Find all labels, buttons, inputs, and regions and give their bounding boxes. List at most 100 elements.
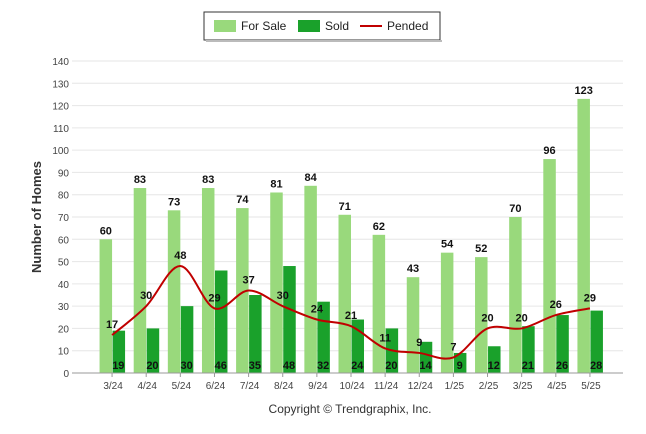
data-label-pended: 9 <box>416 337 422 349</box>
legend-shadow <box>206 40 442 42</box>
x-tick-label: 5/25 <box>581 381 601 392</box>
bar-sold <box>112 330 126 373</box>
y-tick-label: 110 <box>53 124 69 135</box>
data-label-for-sale: 62 <box>373 221 385 233</box>
y-tick-label: 130 <box>52 79 69 90</box>
x-tick-label: 11/24 <box>374 381 399 392</box>
x-tick-label: 4/25 <box>547 381 567 392</box>
bar-sold <box>249 295 262 373</box>
data-label-for-sale: 73 <box>168 196 180 208</box>
y-tick-label: 60 <box>58 235 70 246</box>
data-label-pended: 29 <box>584 292 596 304</box>
legend-label-sold: Sold <box>325 19 349 33</box>
y-tick-label: 10 <box>58 347 70 358</box>
bar-for-sale <box>270 192 283 373</box>
pended-line <box>111 265 591 360</box>
data-label-sold: 35 <box>249 360 261 372</box>
bar-for-sale <box>475 257 488 373</box>
bar-for-sale <box>236 208 249 373</box>
y-tick-label: 80 <box>58 191 70 202</box>
y-tick-label: 50 <box>58 258 70 269</box>
x-tick-label: 9/24 <box>308 381 328 392</box>
data-label-for-sale: 96 <box>543 145 555 157</box>
x-tick-label: 8/24 <box>274 381 294 392</box>
y-tick-label: 40 <box>58 280 70 291</box>
bar-for-sale <box>133 188 147 373</box>
data-label-pended: 30 <box>140 290 152 302</box>
data-label-sold: 30 <box>180 360 192 372</box>
y-tick-label: 0 <box>63 369 69 380</box>
y-tick-label: 120 <box>52 102 69 113</box>
bar-sold <box>453 352 467 373</box>
data-label-sold: 9 <box>457 360 463 372</box>
bars <box>99 98 603 373</box>
data-label-pended: 17 <box>106 319 118 331</box>
data-label-pended: 24 <box>311 304 324 316</box>
data-label-pended: 21 <box>345 310 357 322</box>
y-axis-ticks: 0 10 20 30 40 50 60 70 80 90 100 110 120 130 140 <box>52 57 69 380</box>
data-label-pended: 11 <box>379 332 391 344</box>
x-tick-label: 3/24 <box>103 381 123 392</box>
x-tick-label: 1/25 <box>445 381 465 392</box>
gridlines <box>72 60 623 352</box>
x-tick-label: 2/25 <box>479 381 499 392</box>
bar-sold <box>146 328 160 373</box>
legend-box <box>203 11 441 41</box>
data-label-for-sale: 54 <box>441 239 454 251</box>
x-axis-ticks: 3/24 4/24 5/24 6/24 7/24 8/24 9/24 10/24 11/24 12… <box>103 373 601 392</box>
data-label-pended: 29 <box>208 292 220 304</box>
data-label-pended: 20 <box>516 312 528 324</box>
bar-sold <box>556 315 569 373</box>
bar-sold <box>419 341 433 373</box>
data-label-sold: 48 <box>283 360 295 372</box>
data-label-pended: 30 <box>277 290 289 302</box>
data-label-sold: 46 <box>215 360 227 372</box>
data-label-sold: 20 <box>146 360 158 372</box>
y-tick-label: 140 <box>52 57 69 68</box>
x-tick-label: 4/24 <box>137 381 157 392</box>
bar-sold <box>214 270 228 373</box>
data-label-sold: 32 <box>317 360 329 372</box>
data-label-for-sale: 81 <box>270 178 282 190</box>
bar-sold <box>488 346 501 373</box>
data-label-pended: 7 <box>450 341 456 353</box>
data-label-sold: 28 <box>590 360 602 372</box>
y-tick-label: 100 <box>52 146 69 157</box>
bar-sold <box>283 266 296 373</box>
data-label-for-sale: 71 <box>339 201 351 213</box>
bar-for-sale <box>509 217 522 373</box>
x-tick-label: 6/24 <box>206 381 226 392</box>
x-tick-label: 10/24 <box>339 381 364 392</box>
data-label-pended: 20 <box>481 312 493 324</box>
data-label-sold: 24 <box>351 360 364 372</box>
legend-label-for-sale: For Sale <box>241 19 287 33</box>
bar-for-sale <box>440 252 454 373</box>
x-tick-label: 7/24 <box>240 381 260 392</box>
data-label-sold: 26 <box>556 360 568 372</box>
data-label-sold: 20 <box>385 360 397 372</box>
data-label-for-sale: 43 <box>407 263 419 275</box>
data-label-sold: 14 <box>419 360 432 372</box>
x-tick-label: 5/24 <box>172 381 192 392</box>
data-label-sold: 12 <box>488 360 500 372</box>
y-tick-label: 30 <box>58 302 70 313</box>
data-label-for-sale: 70 <box>509 203 521 215</box>
data-label-pended: 26 <box>550 299 562 311</box>
bar-for-sale <box>167 210 181 373</box>
legend-swatch-for-sale <box>214 20 236 32</box>
bar-for-sale <box>201 188 215 373</box>
bar-for-sale <box>577 98 590 373</box>
data-label-for-sale: 84 <box>304 172 317 184</box>
data-label-for-sale: 60 <box>100 225 112 237</box>
data-label-pended: 37 <box>242 275 254 287</box>
copyright-credit: Copyright © Trendgraphix, Inc. <box>269 402 432 416</box>
bar-sold <box>590 310 603 373</box>
y-axis-label: Number of Homes <box>29 161 44 273</box>
data-label-for-sale: 52 <box>475 243 487 255</box>
legend-label-pended: Pended <box>387 19 428 33</box>
data-label-sold: 19 <box>112 360 124 372</box>
bar-sold <box>522 326 535 373</box>
y-tick-label: 90 <box>58 168 70 179</box>
data-label-pended: 48 <box>174 250 186 262</box>
